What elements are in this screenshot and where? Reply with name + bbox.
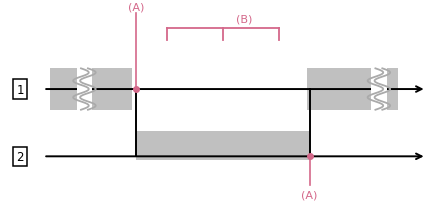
Text: (A): (A): [301, 190, 318, 199]
Bar: [77, 67, 92, 112]
Text: (A): (A): [128, 2, 145, 12]
Text: (B): (B): [236, 15, 253, 25]
Bar: [307, 69, 398, 110]
Bar: [136, 132, 310, 161]
Bar: [371, 67, 387, 112]
Bar: [50, 69, 132, 110]
Text: 1: 1: [16, 83, 24, 96]
Text: 2: 2: [16, 150, 24, 163]
